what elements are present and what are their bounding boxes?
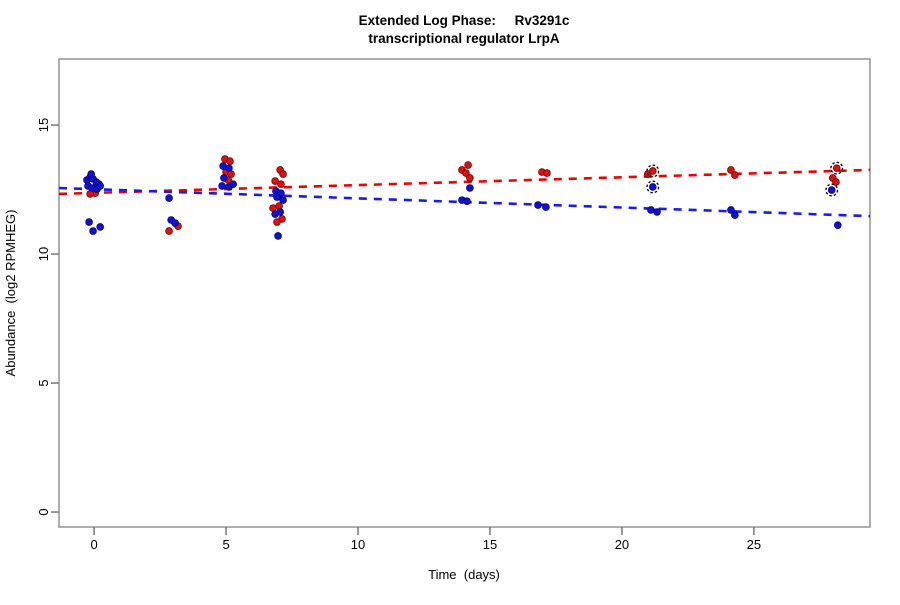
data-point-red-condition [731, 171, 739, 179]
data-point-blue-condition [96, 182, 104, 190]
x-tick-label: 5 [222, 537, 229, 552]
data-point-blue-condition [218, 182, 226, 190]
data-point-blue-condition [463, 197, 471, 205]
data-point-red-condition [226, 157, 234, 165]
plot-area: 0 5 10 15 20 25 0 5 10 15 [36, 58, 871, 552]
outlier-circle [830, 161, 844, 175]
outlier-circle [646, 180, 660, 194]
outlier-circle [646, 164, 660, 178]
data-point-blue-condition [279, 196, 287, 204]
y-tick-label: 0 [36, 508, 51, 515]
y-tick-label: 15 [36, 118, 51, 132]
y-tick-label: 10 [36, 247, 51, 261]
data-point-red-condition [543, 169, 551, 177]
data-point-blue-condition [225, 164, 233, 172]
y-tick-label: 5 [36, 379, 51, 386]
data-point-red-condition [273, 218, 281, 226]
data-point-red-condition [277, 180, 285, 188]
data-point-blue-condition [466, 184, 474, 192]
x-tick-label: 25 [747, 537, 761, 552]
data-point-blue-condition [727, 206, 735, 214]
data-point-blue-condition [834, 221, 842, 229]
y-axis-label: Abundance (log2 RPMHEG) [3, 210, 18, 377]
data-point-red-condition [466, 174, 474, 182]
plot-title-line1: Extended Log Phase: Rv3291c [359, 13, 570, 28]
data-point-blue-condition [731, 211, 739, 219]
data-point-red-condition [649, 167, 657, 175]
x-tick-label: 10 [351, 537, 365, 552]
data-point-blue-condition [649, 183, 657, 191]
data-point-red-condition [832, 178, 840, 186]
plot-title-line2: transcriptional regulator LrpA [368, 31, 560, 46]
data-point-blue-condition [87, 170, 95, 178]
data-point-blue-condition [542, 203, 550, 211]
data-point-blue-condition [827, 186, 836, 194]
data-point-blue-condition [171, 219, 179, 227]
x-tick-label: 15 [483, 537, 497, 552]
data-point-blue-condition [274, 232, 282, 240]
data-point-blue-condition [85, 218, 93, 226]
data-point-blue-condition [229, 180, 237, 188]
x-tick-label: 20 [615, 537, 629, 552]
data-point-red-condition [464, 161, 472, 169]
data-point-blue-condition [653, 208, 661, 216]
x-tick-label: 0 [90, 537, 97, 552]
data-point-blue-condition [273, 193, 281, 201]
x-axis-label: Time (days) [428, 567, 500, 582]
data-point-red-condition [271, 177, 279, 185]
data-point-blue-condition [271, 210, 279, 218]
data-point-blue-condition [220, 174, 228, 182]
data-point-blue-condition [89, 227, 97, 235]
data-point-blue-condition [165, 194, 173, 202]
data-point-red-condition [727, 166, 735, 174]
outlier-circle [825, 183, 839, 197]
data-point-red-condition [279, 170, 287, 178]
data-point-red-condition [462, 169, 470, 177]
plot-box [58, 58, 871, 528]
data-point-red-condition [832, 164, 841, 172]
data-point-blue-condition [96, 223, 104, 231]
data-point-red-condition [165, 227, 173, 235]
data-point-blue-condition [534, 201, 542, 209]
